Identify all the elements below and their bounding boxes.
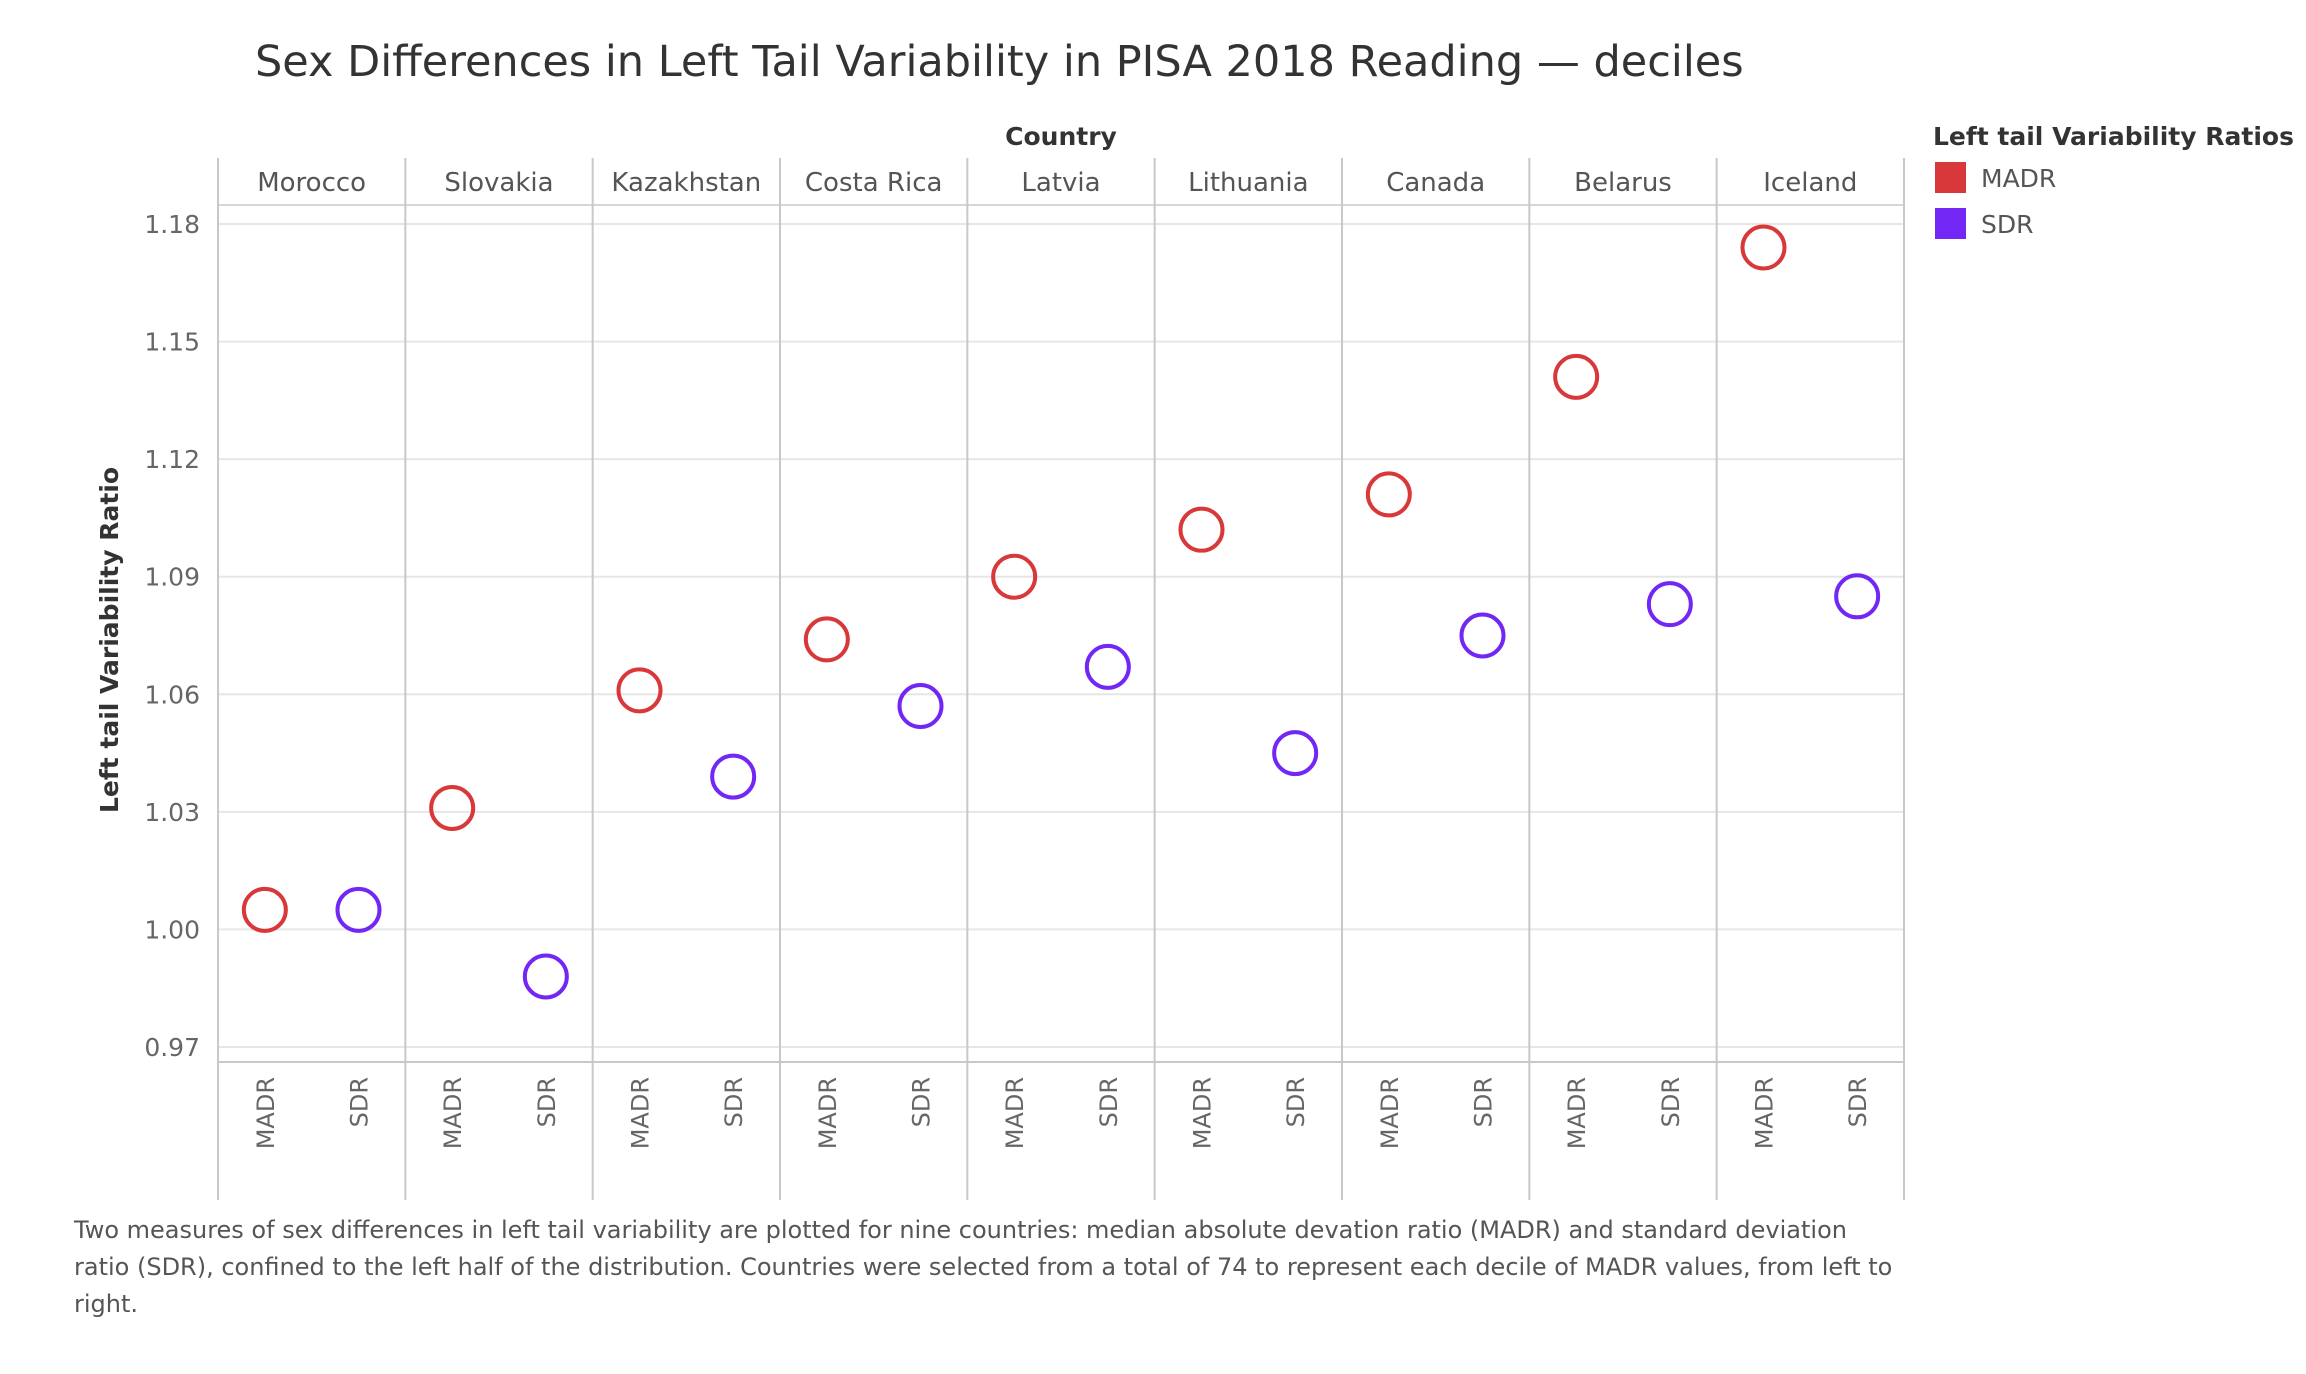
legend-title: Left tail Variability Ratios <box>1933 122 2294 151</box>
y-tick-label: 1.15 <box>144 328 200 357</box>
measure-label: MADR <box>627 1077 655 1149</box>
country-header: Iceland <box>1763 168 1857 198</box>
measure-label: SDR <box>1095 1077 1123 1127</box>
point-sdr <box>1272 730 1319 777</box>
country-header: Canada <box>1386 168 1485 198</box>
y-tick-label: 1.18 <box>144 210 200 239</box>
point-madr <box>991 553 1038 600</box>
y-tick-label: 1.12 <box>144 445 200 474</box>
measure-label: MADR <box>1001 1077 1029 1149</box>
country-header: Kazakhstan <box>611 168 761 198</box>
point-sdr <box>710 753 757 800</box>
country-header: Morocco <box>257 168 366 198</box>
measure-label: MADR <box>252 1077 280 1149</box>
country-header: Latvia <box>1021 168 1100 198</box>
y-tick-label: 1.06 <box>144 680 200 709</box>
measure-label: SDR <box>1470 1077 1498 1127</box>
measure-label: MADR <box>1376 1077 1404 1149</box>
legend-swatch <box>1935 162 1966 193</box>
measure-label: SDR <box>1844 1077 1872 1127</box>
point-madr <box>1740 224 1787 271</box>
point-sdr <box>1834 573 1881 620</box>
point-madr <box>241 886 288 933</box>
gridlines <box>218 204 1904 1063</box>
measure-label: MADR <box>1189 1077 1217 1149</box>
point-sdr <box>522 953 569 1000</box>
point-sdr <box>1459 612 1506 659</box>
y-axis-ticks: 0.97 1.00 1.03 1.06 1.09 1.12 1.15 1.18 <box>144 210 200 1062</box>
data-points <box>241 224 1881 1000</box>
y-tick-label: 1.00 <box>144 915 200 944</box>
country-header: Slovakia <box>444 168 553 198</box>
point-madr <box>1365 471 1412 518</box>
point-sdr <box>1646 581 1693 628</box>
measure-label: SDR <box>908 1077 936 1127</box>
y-tick-label: 1.09 <box>144 563 200 592</box>
chart-caption: Two measures of sex differences in left … <box>74 1216 1893 1318</box>
point-madr <box>803 616 850 663</box>
point-madr <box>1553 353 1600 400</box>
measure-label: SDR <box>720 1077 748 1127</box>
point-sdr <box>335 886 382 933</box>
point-madr <box>616 667 663 714</box>
country-panels: Morocco MADR SDR Slovakia MADR SDR Kazakhstan M… <box>217 158 1905 1200</box>
measure-label: SDR <box>1282 1077 1310 1127</box>
measure-label: SDR <box>346 1077 374 1127</box>
y-tick-label: 1.03 <box>144 798 200 827</box>
chart-title: Sex Differences in Left Tail Variability… <box>255 37 1744 87</box>
legend-label: SDR <box>1981 210 2034 239</box>
measure-label: MADR <box>1751 1077 1779 1149</box>
measure-label: MADR <box>1563 1077 1591 1149</box>
country-header: Costa Rica <box>805 168 943 198</box>
point-madr <box>1178 506 1225 553</box>
point-sdr <box>897 683 944 730</box>
legend-swatch <box>1935 208 1966 239</box>
measure-label: SDR <box>533 1077 561 1127</box>
point-madr <box>429 784 476 831</box>
point-sdr <box>1084 643 1131 690</box>
country-header: Belarus <box>1574 168 1672 198</box>
measure-label: SDR <box>1657 1077 1685 1127</box>
legend: Left tail Variability Ratios MADR SDR <box>1933 122 2294 239</box>
legend-label: MADR <box>1981 164 2056 193</box>
y-tick-label: 0.97 <box>144 1033 200 1062</box>
measure-label: MADR <box>814 1077 842 1149</box>
country-header: Lithuania <box>1188 168 1308 198</box>
y-axis-label: Left tail Variability Ratio <box>95 467 124 813</box>
column-header: Country <box>1005 122 1117 151</box>
measure-label: MADR <box>439 1077 467 1149</box>
